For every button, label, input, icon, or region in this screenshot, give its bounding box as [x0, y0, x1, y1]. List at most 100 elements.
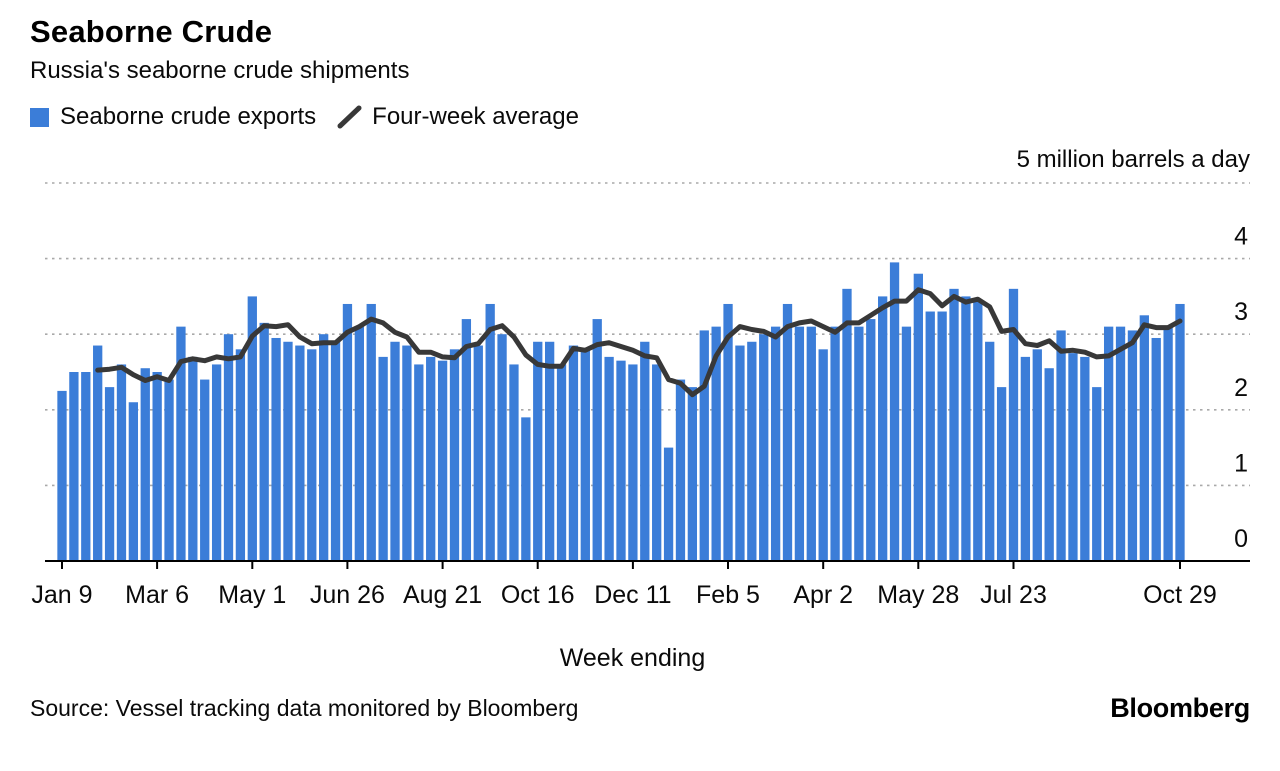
bar — [211, 364, 222, 561]
bar — [759, 334, 769, 561]
bar — [675, 379, 686, 561]
bar — [200, 379, 210, 561]
x-tick-label: Jan 9 — [31, 581, 92, 609]
bar — [961, 296, 971, 561]
bar — [556, 364, 567, 561]
bar — [1163, 326, 1173, 561]
bar — [414, 364, 424, 561]
x-tick-label: Aug 21 — [403, 581, 482, 609]
chart-header: Seaborne Crude Russia's seaborne crude s… — [0, 0, 1280, 131]
x-tick-label: Oct 29 — [1143, 581, 1217, 609]
bar — [723, 303, 733, 561]
bar — [628, 364, 638, 561]
bar — [544, 341, 555, 561]
bar — [473, 345, 483, 561]
page-title: Seaborne Crude — [30, 14, 273, 49]
x-axis-title: Week ending — [560, 644, 705, 672]
bar — [402, 345, 412, 561]
bar — [1008, 288, 1019, 561]
bar — [449, 349, 460, 561]
bar — [711, 326, 721, 561]
bar — [116, 364, 127, 561]
x-tick-label: Jun 26 — [310, 581, 385, 609]
bar — [592, 319, 602, 561]
bar — [913, 273, 923, 561]
bar — [295, 345, 305, 561]
bar — [996, 387, 1007, 561]
bar — [223, 334, 234, 561]
line-swatch-stroke — [337, 105, 362, 128]
chart-subtitle: Russia's seaborne crude shipments — [30, 57, 410, 84]
line-series-swatch-icon — [337, 105, 362, 128]
bar — [247, 296, 257, 561]
chart-area: 5 million barrels a day 4 3 2 1 0 Jan 9 Mar 6 Ma… — [0, 133, 1280, 683]
y-tick-label: 3 — [1234, 298, 1248, 326]
bar — [782, 303, 793, 561]
bar — [1020, 356, 1031, 561]
bar — [485, 303, 495, 561]
bar — [235, 349, 246, 561]
x-tick-label: Jul 23 — [980, 581, 1047, 609]
bloomberg-logo: Bloomberg — [1110, 693, 1250, 723]
bar — [735, 345, 745, 561]
bar — [604, 356, 614, 561]
y-tick-label: 0 — [1234, 525, 1248, 553]
bar — [1151, 337, 1161, 561]
four-week-average-line — [95, 287, 1183, 398]
y-tick-label: 1 — [1234, 449, 1248, 477]
x-tick-label: Mar 6 — [125, 581, 189, 609]
bar — [747, 341, 757, 561]
bar — [1092, 387, 1102, 561]
y-axis-unit-label: 5 million barrels a day — [1017, 146, 1250, 173]
bar — [259, 322, 269, 561]
bar — [937, 311, 947, 561]
bar — [1103, 326, 1114, 561]
bar — [878, 296, 888, 561]
bar — [830, 326, 840, 561]
bar — [973, 300, 983, 561]
bar — [497, 334, 507, 561]
bar — [164, 379, 174, 561]
bar — [616, 360, 626, 561]
bar — [509, 364, 519, 561]
bar — [1056, 330, 1066, 561]
bar — [663, 447, 674, 561]
x-tick-label: May 28 — [877, 581, 959, 609]
bar — [687, 387, 698, 561]
bar — [889, 262, 900, 561]
bar — [866, 319, 876, 561]
bar — [378, 356, 388, 561]
bar — [901, 326, 912, 561]
bar — [330, 341, 341, 561]
bar — [1080, 356, 1090, 561]
x-tick-label: Apr 2 — [793, 581, 853, 609]
bar — [437, 360, 448, 561]
x-tick-label: Dec 11 — [594, 581, 671, 609]
seaborne-crude-chart: 5 million barrels a day 4 3 2 1 0 Jan 9 Mar 6 Ma… — [31, 146, 1250, 672]
bar — [925, 311, 935, 561]
bar — [794, 326, 805, 561]
bar — [426, 356, 436, 561]
bar — [580, 349, 590, 561]
bar — [842, 288, 852, 561]
bar — [533, 341, 543, 561]
bar — [652, 364, 662, 561]
bar — [93, 345, 103, 561]
y-tick-label: 2 — [1234, 374, 1248, 402]
bar — [81, 372, 91, 561]
bar — [1068, 353, 1078, 561]
bar — [354, 326, 364, 561]
y-tick-label: 4 — [1234, 223, 1248, 251]
bar — [342, 303, 353, 561]
bar — [806, 326, 816, 561]
legend-label-average: Four-week average — [372, 103, 579, 130]
bar — [188, 356, 198, 561]
bar — [699, 330, 709, 561]
bar — [461, 319, 472, 561]
bar — [521, 417, 531, 561]
chart-footer: Source: Vessel tracking data monitored b… — [0, 683, 1280, 724]
bar-series-swatch-icon — [30, 107, 49, 127]
bar — [818, 349, 828, 561]
bar — [985, 341, 995, 561]
bar — [854, 326, 864, 561]
